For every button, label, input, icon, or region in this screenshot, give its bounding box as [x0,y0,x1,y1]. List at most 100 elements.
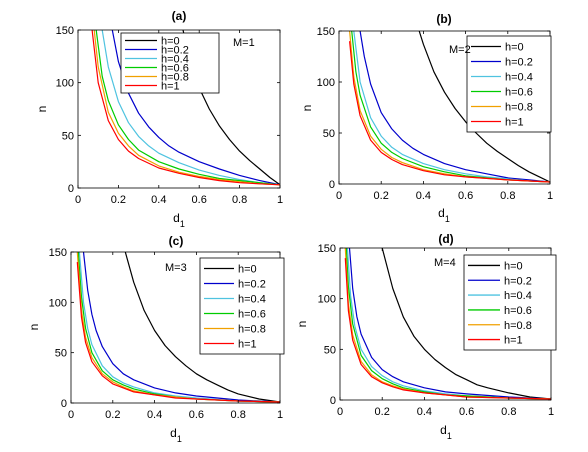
series-line-h-0 [418,31,550,183]
legend-entry: h=0.4 [505,72,533,84]
x-tick-label: 0.6 [192,194,207,206]
legend-box [466,35,552,133]
y-tick-label: 150 [56,25,74,37]
y-tick-label: 0 [329,179,335,191]
y-axis-label: n [300,105,314,112]
y-tick-label: 0 [330,395,336,407]
y-tick-label: 0 [61,398,67,410]
legend-box [120,32,220,94]
x-tick-label: 0.2 [375,406,390,418]
series-line-h-0-2 [348,248,551,400]
y-tick-label: 0 [68,183,74,195]
series-line-h-0-6 [351,31,550,183]
x-tick-label: 0.2 [111,194,126,206]
series-group [76,252,280,403]
legend-box [199,257,285,355]
x-tick-label: 0.4 [416,190,431,202]
y-tick-label: 50 [55,348,67,360]
series-line-h-0-4 [101,30,280,186]
x-tick-label: 0.8 [232,194,247,206]
y-tick-label: 100 [318,294,336,306]
x-tick-label: 0.2 [374,190,389,202]
series-group [349,31,550,183]
x-axis-label: d1 [438,206,450,224]
series-line-h-0-2 [82,252,280,403]
m-annotation: M=1 [233,37,255,49]
y-tick-label: 100 [317,77,335,89]
x-tick-label: 0.6 [459,406,474,418]
x-tick-label: 0.8 [501,406,516,418]
x-tick-label: 0.2 [105,409,120,421]
y-tick-label: 50 [323,128,335,140]
legend-entry: h=0.2 [504,275,532,287]
legend-entry: h=1 [505,117,524,129]
x-tick-label: 0.6 [189,409,204,421]
series-line-h-1 [76,262,280,403]
x-tick-label: 0.6 [458,190,473,202]
m-annotation: M=4 [434,257,456,269]
series-line-h-0 [124,252,280,403]
legend: h=0h=0.2h=0.4h=0.6h=0.8h=1 [199,257,285,355]
panel-title: (a) [172,9,187,23]
series-line-h-0-6 [95,30,280,186]
legend-entry: h=1 [238,339,257,351]
x-tick-label: 1 [277,409,283,421]
x-tick-label: 0.4 [417,406,432,418]
y-tick-label: 100 [49,297,67,309]
panel-title: (b) [436,12,451,26]
series-line-h-0-4 [78,252,280,403]
legend-entry: h=0.6 [161,63,189,75]
legend-entry: h=1 [504,335,523,347]
legend: h=0h=0.2h=0.4h=0.6h=0.8h=1 [120,32,220,94]
legend-entry: h=0.4 [161,54,189,66]
legend-entry: h=0.4 [504,290,532,302]
legend-entry: h=0.8 [238,324,266,336]
chart-panel-4: 0 0.2 0.4 0.6 0.8 1050100150(d)d1nh=0h=0.2h=0… [295,232,557,441]
x-tick-label: 1 [277,194,283,206]
legend-entry: h=0.6 [238,309,266,321]
x-axis-label: d1 [440,423,452,441]
series-line-h-0 [381,248,551,400]
legend-entry: h=0 [505,42,524,54]
y-axis-label: n [35,106,49,113]
legend-entry: h=0.8 [161,72,189,84]
legend-entry: h=0.2 [238,279,266,291]
series-line-h-1 [91,30,280,186]
y-tick-label: 150 [318,243,336,255]
series-line-h-0-2 [359,31,550,183]
x-axis-label: d1 [173,211,185,229]
y-axis-label: n [295,321,309,328]
y-tick-label: 150 [49,247,67,259]
y-tick-label: 150 [317,26,335,38]
legend-entry: h=0.8 [505,102,533,114]
x-tick-label: 0 [68,409,74,421]
y-axis-label: n [27,324,41,331]
legend-entry: h=0.8 [504,320,532,332]
x-tick-label: 0.8 [500,190,515,202]
legend-box [463,254,557,351]
legend: h=0 h=0.2 h=0.4 h=0.6 h=0.8 h=1 [466,35,552,133]
m-annotation: M=2 [449,44,471,56]
x-tick-label: 1 [548,406,554,418]
x-tick-label: 1 [547,190,553,202]
series-line-h-1 [349,41,550,183]
x-tick-label: 0.4 [151,194,166,206]
legend-entry: h=0 [238,264,257,276]
axes-frame [77,29,281,189]
x-tick-label: 0 [337,406,343,418]
legend-entry: h=0 [504,260,523,272]
legend-entry: h=0.6 [505,87,533,99]
chart-panel-1: 0 0.2 0.4 0.6 0.8 1050100150(a)d1nh=0h=0.2h=0… [35,9,283,229]
series-line-h-0-8 [93,30,280,186]
legend-entry: h=0.6 [504,305,532,317]
legend-entry: h=0.2 [505,57,533,69]
x-axis-label: d1 [170,426,182,444]
y-tick-label: 100 [56,78,74,90]
x-tick-label: 0.4 [147,409,162,421]
panel-title: (d) [438,232,453,246]
legend: h=0 h=0.2 h=0.4 h=0.6 h=0.8 h=1 [463,254,557,351]
legend-entry: h=1 [161,81,180,93]
x-tick-label: 0 [75,194,81,206]
series-group [344,248,551,400]
